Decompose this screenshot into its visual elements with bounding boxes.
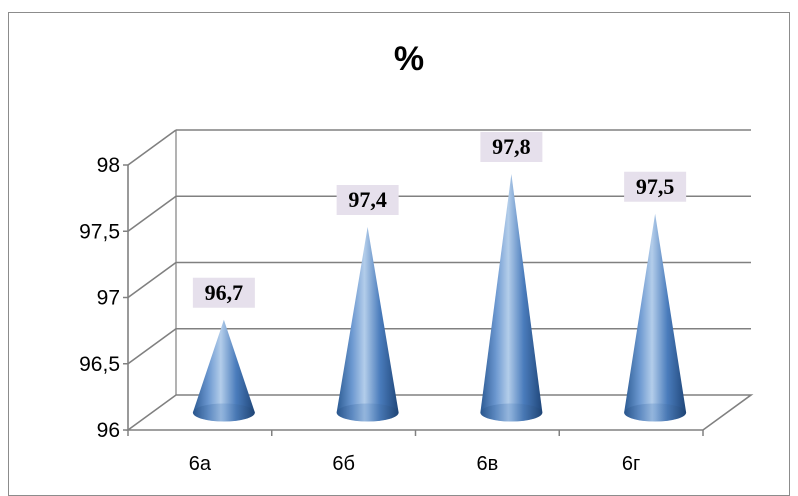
data-label-bg	[336, 185, 399, 215]
gridline-diagonal	[127, 261, 177, 299]
cone-bar-6б	[336, 227, 399, 422]
y-tick-label: 97	[97, 287, 120, 310]
data-label: 97,8	[492, 134, 531, 159]
cone-bar-6в	[480, 174, 543, 422]
data-label: 96,7	[205, 280, 244, 305]
cone-base	[480, 403, 543, 422]
data-label-bg	[192, 277, 255, 308]
data-label: 97,4	[348, 187, 387, 212]
floor-outline	[125, 394, 754, 431]
gridline-diagonal	[127, 129, 177, 166]
gridline-diagonal	[127, 195, 177, 232]
y-tick-label: 97,5	[79, 220, 120, 243]
cone-base	[624, 403, 687, 422]
x-tick-label: 6г	[622, 453, 640, 475]
cone-bar-6г	[624, 213, 687, 422]
cone-base	[336, 403, 399, 422]
x-tick-label: 6б	[332, 453, 355, 475]
y-tick-label: 98	[97, 154, 120, 177]
cone-body	[480, 174, 543, 422]
cone-bar-6а	[192, 319, 255, 422]
cone-body	[336, 227, 399, 422]
chart-title: %	[393, 40, 425, 78]
x-tick-label: 6в	[477, 453, 499, 475]
data-label-bg	[480, 132, 543, 162]
x-tick-label: 6а	[189, 453, 212, 475]
gridline-diagonal	[127, 328, 177, 365]
data-label: 97,5	[636, 174, 675, 199]
cone-body	[192, 319, 255, 422]
cone-base	[192, 403, 255, 422]
cone-body	[624, 213, 687, 422]
data-label-bg	[624, 171, 687, 202]
y-tick-label: 96,5	[79, 353, 120, 376]
y-tick-label: 96	[97, 419, 120, 442]
